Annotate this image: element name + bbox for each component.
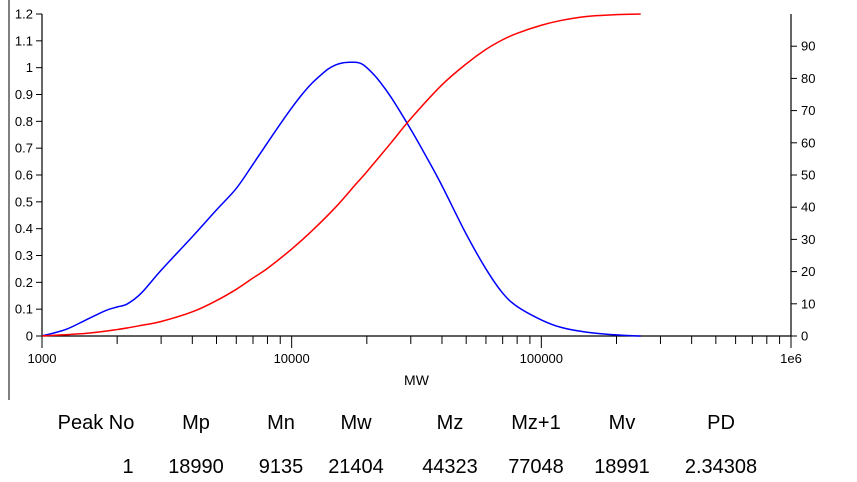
y-left-tick-label: 0.1 [15,302,33,317]
gpc-chart: 1000 10000 100000 1e6 0 0.1 0.2 0.3 0.4 0.5 0.6 0.… [8,0,815,400]
y-right-tick-label: 20 [801,264,815,279]
y-right-tick-label: 60 [801,135,815,150]
result-header: PD [707,412,735,434]
x-axis-label: MW [404,372,430,388]
series-layer [41,13,641,337]
x-tick-label: 1000 [28,351,57,366]
results-table: Peak No Mp Mn Mw Mz Mz+1 Mv PD 1 18990 9135 21404 44… [0,400,857,482]
y-left-tick-label: 0 [26,329,33,344]
plot-frame [8,0,792,400]
y-left-tick-label: 0.8 [15,114,33,129]
y-axis-left: 0 0.1 0.2 0.3 0.4 0.5 0.6 0.7 0.8 0.9 1 1.1 1.2 [15,7,42,344]
y-left-tick-label: 0.3 [15,248,33,263]
result-header: Mz [436,412,464,434]
y-left-tick-label: 0.6 [15,168,33,183]
result-value: 44323 [422,456,478,478]
result-value: 77048 [508,456,564,478]
result-value: 9135 [258,456,304,478]
result-value: 2.34308 [684,456,758,478]
result-header: Mz+1 [511,412,561,434]
result-value: 18990 [168,456,224,478]
y-axis-right: 0 10 20 30 40 50 60 70 80 90 [791,39,815,344]
result-value: 21404 [328,456,384,478]
y-right-tick-label: 90 [801,39,815,54]
x-tick-label: 10000 [274,351,310,366]
y-right-tick-label: 50 [801,168,815,183]
y-right-tick-label: 70 [801,103,815,118]
result-header: Mp [182,412,210,434]
result-value: 1 [122,456,134,478]
y-left-tick-label: 1.1 [15,33,33,48]
result-header: Mn [267,412,295,434]
y-right-tick-label: 80 [801,71,815,86]
distribution-series-line [41,61,641,337]
y-left-tick-label: 0.4 [15,221,33,236]
y-right-tick-label: 30 [801,232,815,247]
y-left-tick-label: 1 [26,60,33,75]
result-value: 18991 [594,456,650,478]
y-left-tick-label: 0.7 [15,141,33,156]
result-header: Mv [608,412,636,434]
result-header: Peak No [57,412,135,434]
x-axis: 1000 10000 100000 1e6 [28,336,802,366]
cumulative-series-line [41,13,641,337]
y-left-tick-label: 0.9 [15,87,33,102]
y-left-tick-label: 0.5 [15,194,33,209]
x-tick-label: 1e6 [780,351,802,366]
y-left-tick-label: 0.2 [15,275,33,290]
result-header: Mw [340,412,372,434]
x-tick-label: 100000 [520,351,563,366]
y-right-tick-label: 40 [801,200,815,215]
y-right-tick-label: 0 [801,329,808,344]
y-right-tick-label: 10 [801,296,815,311]
y-left-tick-label: 1.2 [15,7,33,22]
